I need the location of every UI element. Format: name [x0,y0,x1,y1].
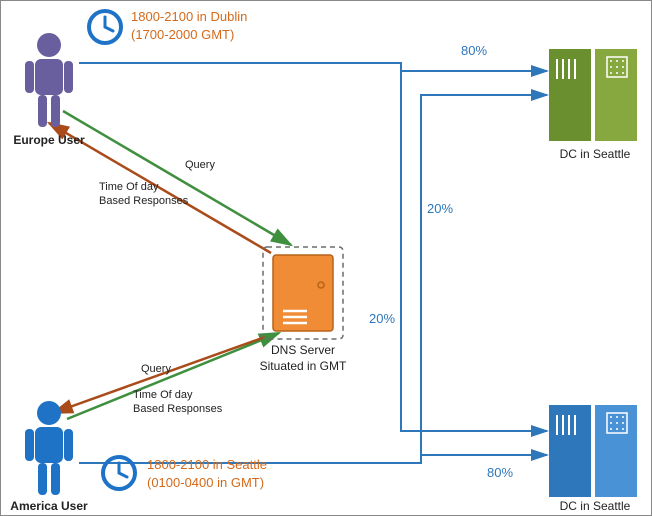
rack-bottom-label: DC in Seattle [549,499,641,513]
edge-europe-query [63,111,291,245]
pct-bottom-mid: 20% [369,311,395,326]
pct-top-right: 80% [461,43,487,58]
dns-label-line1: DNS Server [255,343,351,357]
time-europe-line1: 1800-2100 in Dublin [131,9,247,24]
clock-icon-europe [85,7,125,47]
edge-europe-80 [79,63,547,71]
rack-seattle-top-icon [549,49,641,145]
edge-america-20 [421,95,547,463]
resp-top-line1: Time Of day [99,181,159,193]
time-america-line1: 1800-2100 in Seattle [147,457,267,472]
rack-top-label: DC in Seattle [549,147,641,161]
edge-america-response [53,337,265,413]
europe-user-label: Europe User [7,133,91,147]
rack-seattle-bottom-icon [549,405,641,501]
dns-server-icon [261,245,345,341]
dns-label-line2: Situated in GMT [249,359,357,373]
resp-bottom-line1: Time Of day [133,389,193,401]
time-america-line2: (0100-0400 in GMT) [147,475,264,490]
query-bottom-label: Query [141,363,171,375]
edge-europe-20 [401,63,547,431]
pct-top-mid: 20% [427,201,453,216]
pct-bottom-right: 80% [487,465,513,480]
europe-user-icon [19,31,79,131]
clock-icon-america [99,453,139,493]
query-top-label: Query [185,159,215,171]
america-user-icon [19,399,79,499]
resp-top-line2: Based Responses [99,195,188,207]
america-user-label: America User [7,499,91,513]
resp-bottom-line2: Based Responses [133,403,222,415]
time-europe-line2: (1700-2000 GMT) [131,27,234,42]
